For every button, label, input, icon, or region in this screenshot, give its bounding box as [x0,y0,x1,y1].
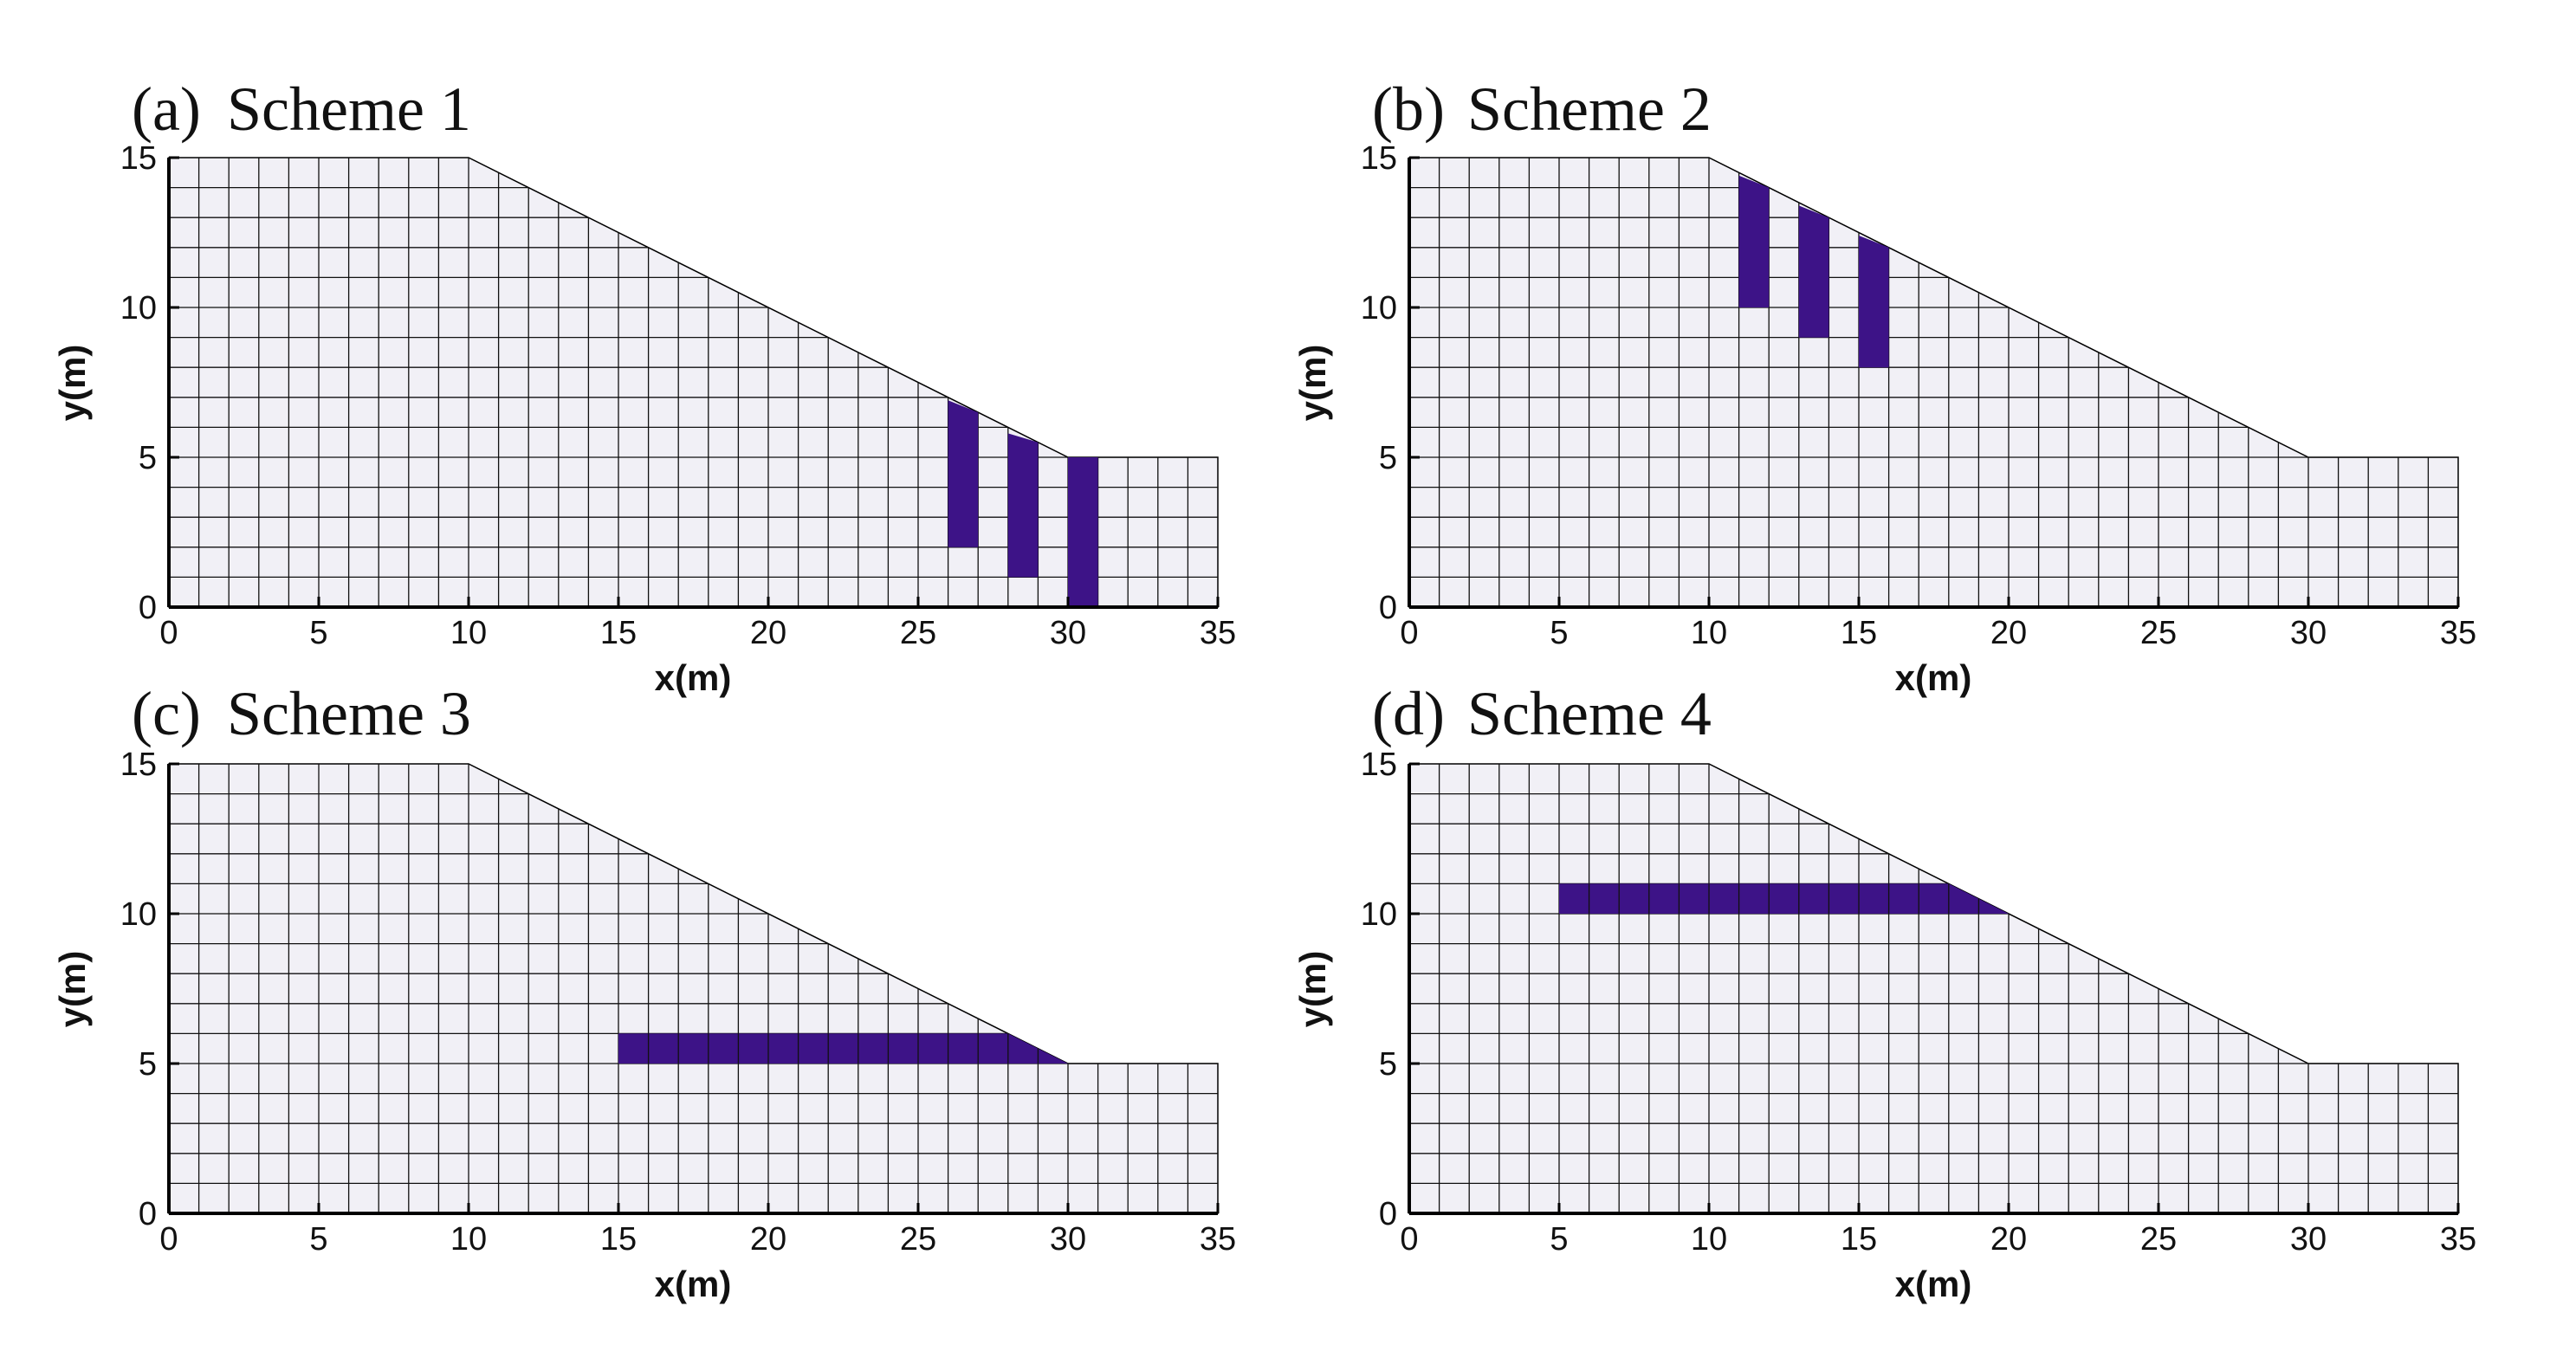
y-tick-label: 0 [1379,1196,1397,1232]
slope-region [168,763,1219,1214]
y-tick-label: 15 [1361,140,1397,177]
x-tick-label: 15 [600,615,637,651]
x-tick-label: 5 [309,1221,327,1258]
axis-ticks: 0 5 10 15 20 25 30 35 0 5 10 15 [120,747,1236,1258]
panel-scheme-title: Scheme 2 [1467,74,1712,144]
panel-scheme-title: Scheme 3 [227,679,471,748]
y-tick-label: 5 [1379,1046,1397,1083]
y-tick-label: 15 [120,747,157,783]
x-tick-label: 5 [1550,1221,1568,1258]
panel-scheme-title: Scheme 1 [227,74,471,144]
panel-label: (a) [132,74,201,144]
slope-region [168,157,1219,608]
y-tick-label: 5 [139,440,157,476]
panel-a: (a) Scheme 1 0 5 10 15 20 25 30 35 0 5 10 15 x(m) y… [52,74,1236,698]
panel-c: (c) Scheme 3 0 5 10 15 20 25 30 35 0 5 10 15 x(m) y… [52,679,1236,1304]
reinforcement-block [1798,205,1829,338]
reinforcement-block [1068,457,1098,607]
panel-b: (b) Scheme 2 0 5 10 15 20 25 30 35 0 5 10 15 x(m) y… [1292,74,2476,698]
y-tick-label: 10 [120,290,157,327]
x-tick-label: 25 [900,615,936,651]
reinforcement-block [1859,235,1889,368]
x-tick-label: 15 [600,1221,637,1258]
x-tick-label: 30 [1050,615,1086,651]
y-tick-label: 0 [139,590,157,626]
x-tick-label: 20 [1990,1221,2027,1258]
y-tick-label: 15 [1361,747,1397,783]
x-tick-label: 20 [750,615,786,651]
y-tick-label: 10 [1361,896,1397,933]
reinforcement-block [1559,883,2009,914]
x-tick-label: 0 [1400,1221,1418,1258]
x-tick-label: 5 [309,615,327,651]
reinforcement-block [1738,175,1770,307]
y-axis-label: y(m) [52,345,93,422]
panel-label: (c) [132,679,201,748]
slope-region [1408,157,2459,608]
axis-ticks: 0 5 10 15 20 25 30 35 0 5 10 15 [1361,747,2476,1258]
x-axis-label: x(m) [655,657,732,698]
x-tick-label: 10 [450,615,487,651]
panel-label: (b) [1372,74,1445,144]
x-tick-label: 30 [2290,615,2327,651]
x-tick-label: 35 [2440,1221,2476,1258]
panel-scheme-title: Scheme 4 [1467,679,1712,748]
reinforcement-block [1007,433,1039,578]
x-tick-label: 25 [2140,1221,2177,1258]
panel-d: (d) Scheme 4 0 5 10 15 20 25 30 35 0 5 10 15 x(m) y… [1292,679,2476,1304]
y-tick-label: 10 [1361,290,1397,327]
x-tick-label: 35 [1200,1221,1236,1258]
mesh-grid [1408,763,2459,1214]
x-tick-label: 30 [2290,1221,2327,1258]
mesh-grid [168,763,1219,1214]
x-tick-label: 35 [2440,615,2476,651]
mesh-grid [168,157,1219,608]
y-tick-label: 0 [139,1196,157,1232]
x-tick-label: 15 [1841,615,1877,651]
x-axis-label: x(m) [1895,1264,1972,1304]
y-tick-label: 10 [120,896,157,933]
y-tick-label: 15 [120,140,157,177]
x-tick-label: 0 [159,615,178,651]
y-axis-label: y(m) [1292,951,1333,1028]
y-tick-label: 5 [139,1046,157,1083]
y-tick-label: 5 [1379,440,1397,476]
x-tick-label: 20 [750,1221,786,1258]
x-tick-label: 10 [1691,1221,1727,1258]
x-tick-label: 35 [1200,615,1236,651]
slope-region [1408,763,2459,1214]
x-axis-label: x(m) [655,1264,732,1304]
x-axis-label: x(m) [1895,657,1972,698]
x-tick-label: 0 [1400,615,1418,651]
panel-label: (d) [1372,679,1445,748]
axis-ticks: 0 5 10 15 20 25 30 35 0 5 10 15 [1361,140,2476,651]
x-tick-label: 25 [2140,615,2177,651]
y-tick-label: 0 [1379,590,1397,626]
x-tick-label: 0 [159,1221,178,1258]
x-tick-label: 10 [1691,615,1727,651]
y-axis-label: y(m) [1292,345,1333,422]
reinforcement-block [618,1033,1068,1064]
x-tick-label: 5 [1550,615,1568,651]
axis-ticks: 0 5 10 15 20 25 30 35 0 5 10 15 [120,140,1236,651]
y-axis-label: y(m) [52,951,93,1028]
x-tick-label: 25 [900,1221,936,1258]
mesh-grid [1408,157,2459,608]
x-tick-label: 10 [450,1221,487,1258]
x-tick-label: 15 [1841,1221,1877,1258]
reinforcement-block [948,400,979,547]
x-tick-label: 30 [1050,1221,1086,1258]
x-tick-label: 20 [1990,615,2027,651]
